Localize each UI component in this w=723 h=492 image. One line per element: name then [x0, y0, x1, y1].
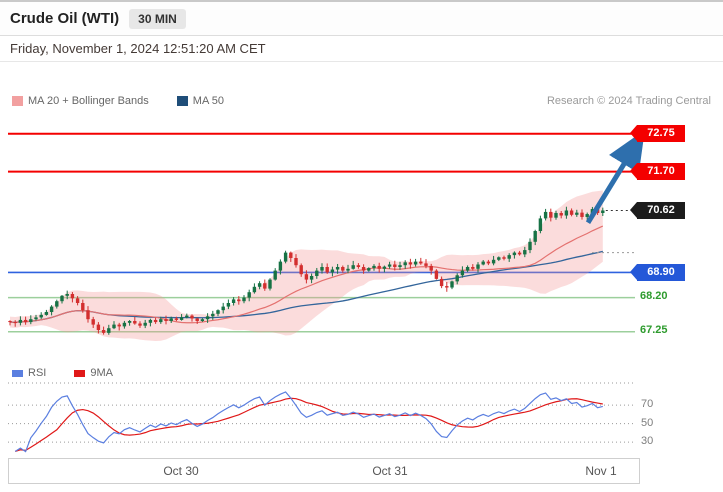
research-credit: Research © 2024 Trading Central [546, 95, 711, 107]
level-support-2-label: 67.25 [640, 323, 668, 336]
rsi-swatch-icon [12, 369, 23, 377]
level-last-price-label: 70.62 [630, 201, 685, 219]
main-price-chart: 72.75 71.70 70.62 68.90 68.20 67.25 [0, 114, 723, 364]
level-pivot-label: 68.90 [630, 263, 685, 281]
level-resistance-1-label: 71.70 [630, 163, 685, 181]
level-resistance-2-label: 72.75 [630, 125, 685, 143]
ma20-bollinger-swatch-icon [12, 96, 23, 106]
rsi-legend: RSI 9MA [0, 364, 723, 382]
instrument-title: Crude Oil (WTI) [10, 10, 120, 27]
axis-label-nov1: Nov 1 [585, 464, 617, 478]
timeframe-badge[interactable]: 30 MIN [129, 8, 186, 29]
ma50-swatch-icon [176, 96, 188, 106]
rsi-level-70: 70 [641, 398, 654, 411]
rsi-level-50: 50 [641, 416, 654, 429]
ma20-bollinger-label: MA 20 + Bollinger Bands [28, 95, 149, 107]
legend-ma20-bollinger: MA 20 + Bollinger Bands [12, 95, 149, 107]
main-chart-legend: MA 20 + Bollinger Bands MA 50 Research ©… [0, 92, 723, 110]
9ma-swatch-icon [74, 369, 86, 377]
rsi-level-30: 30 [641, 435, 654, 448]
rsi-label: RSI [28, 367, 47, 379]
legend-rsi: RSI [12, 367, 46, 379]
timestamp: Friday, November 1, 2024 12:51:20 AM CET [10, 41, 266, 56]
legend-ma50: MA 50 [176, 95, 224, 107]
main-chart-svg [8, 130, 645, 342]
time-axis: Oct 30 Oct 31 Nov 1 [8, 458, 640, 484]
legend-9ma: 9MA [74, 367, 113, 379]
rsi-panel: 70 50 30 [0, 382, 723, 456]
axis-label-oct30: Oct 30 [163, 464, 199, 478]
level-support-1-label: 68.20 [640, 289, 668, 302]
header: Crude Oil (WTI) 30 MIN [0, 2, 723, 36]
date-row: Friday, November 1, 2024 12:51:20 AM CET [0, 36, 723, 62]
9ma-label: 9MA [90, 367, 113, 379]
ma50-label: MA 50 [192, 95, 224, 107]
rsi-svg [8, 382, 635, 453]
axis-label-oct31: Oct 31 [372, 464, 408, 478]
